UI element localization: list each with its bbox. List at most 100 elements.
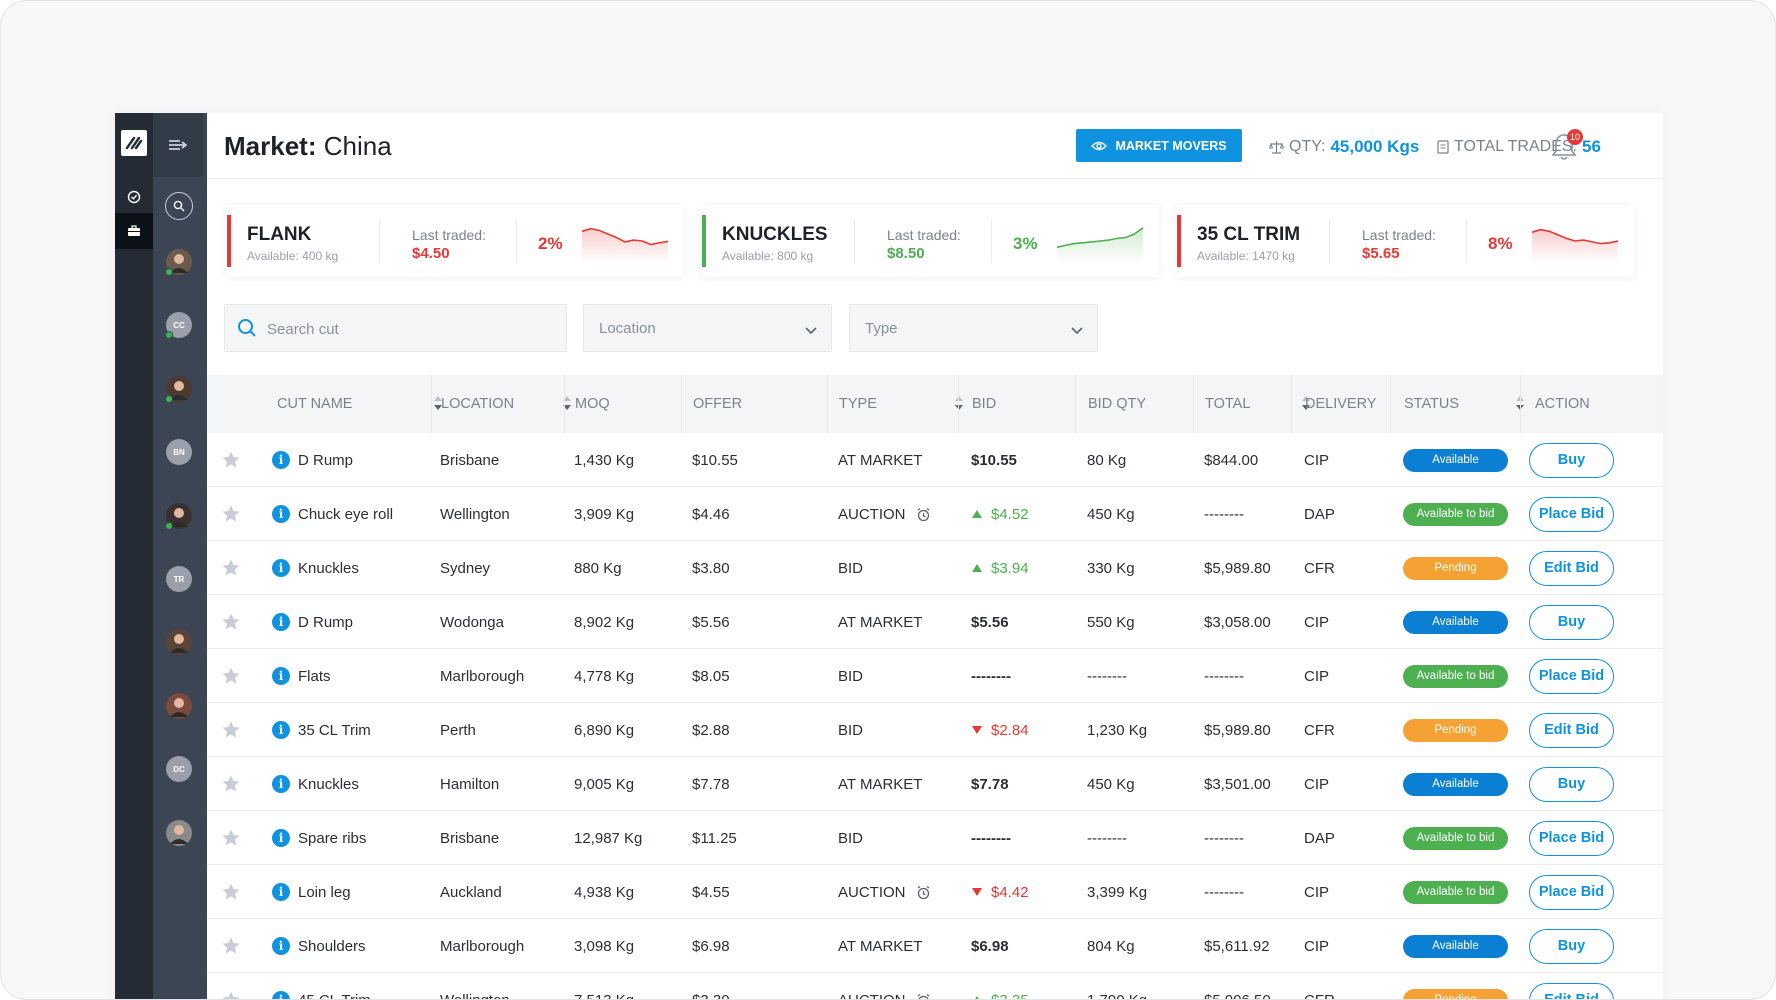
bid: $10.55 [971, 433, 1017, 487]
contact-avatar[interactable] [166, 629, 192, 655]
collapse-menu-icon[interactable] [153, 113, 203, 177]
briefcase-icon[interactable] [115, 213, 153, 249]
favorite-star-icon[interactable] [221, 811, 241, 865]
table-row[interactable]: i 35 CL Trim Perth 6,890 Kg $2.88 BID $2… [207, 703, 1663, 757]
table-row[interactable]: i D Rump Wodonga 8,902 Kg $5.56 AT MARKE… [207, 595, 1663, 649]
favorite-star-icon[interactable] [221, 703, 241, 757]
table-row[interactable]: i Chuck eye roll Wellington 3,909 Kg $4.… [207, 487, 1663, 541]
location-select[interactable]: Location [583, 304, 832, 352]
market-card[interactable]: KNUCKLES Available: 800 kg Last traded: … [702, 205, 1159, 277]
market-card[interactable]: 35 CL TRIM Available: 1470 kg Last trade… [1177, 205, 1634, 277]
column-header[interactable]: CUT NAME [207, 375, 352, 433]
row-action-button[interactable]: Edit Bid [1529, 550, 1614, 586]
row-action-button[interactable]: Buy [1529, 928, 1614, 964]
row-action-button[interactable]: Place Bid [1529, 496, 1614, 532]
logo-icon[interactable] [121, 130, 147, 156]
info-icon[interactable]: i [272, 919, 290, 973]
info-icon[interactable]: i [272, 595, 290, 649]
contact-avatar[interactable]: TR [166, 566, 192, 592]
type-label: AUCTION [838, 883, 906, 901]
row-action-button[interactable]: Place Bid [1529, 820, 1614, 856]
info-icon[interactable]: i [272, 649, 290, 703]
contact-avatar[interactable]: CC [165, 312, 192, 339]
favorite-star-icon[interactable] [221, 919, 241, 973]
contact-avatar[interactable] [166, 820, 192, 846]
search-contacts-icon[interactable] [165, 192, 193, 220]
location: Auckland [440, 883, 502, 901]
bid: $3.94 [971, 541, 1029, 595]
sort-icon[interactable] [433, 395, 443, 416]
favorite-star-icon[interactable] [221, 973, 241, 999]
sparkline-area [1057, 227, 1143, 263]
info-icon[interactable]: i [272, 811, 290, 865]
status-badge: Available to bid [1403, 502, 1508, 526]
moq: 880 Kg [574, 559, 622, 577]
bid-value: $10.55 [971, 451, 1017, 469]
sort-icon[interactable] [562, 395, 572, 416]
type-label: AUCTION [838, 991, 906, 1000]
moq: 4,938 Kg [574, 883, 635, 901]
info-icon[interactable]: i [272, 433, 290, 487]
offer: $5.56 [692, 613, 730, 631]
column-header[interactable]: TYPE [827, 375, 877, 433]
person-photo-icon [170, 254, 188, 273]
info-icon[interactable]: i [272, 973, 290, 999]
row-action-button[interactable]: Buy [1529, 766, 1614, 802]
notifications-bell-icon[interactable]: 10 [1549, 129, 1583, 163]
icon-rail [115, 113, 153, 999]
info-icon[interactable]: i [272, 865, 290, 919]
table-row[interactable]: i Knuckles Sydney 880 Kg $3.80 BID $3.94… [207, 541, 1663, 595]
row-action-button[interactable]: Buy [1529, 604, 1614, 640]
favorite-star-icon[interactable] [221, 433, 241, 487]
contact-avatar[interactable] [165, 376, 192, 403]
row-action-button[interactable]: Buy [1529, 442, 1614, 478]
info-icon[interactable]: i [272, 757, 290, 811]
market-card[interactable]: FLANK Available: 400 kg Last traded: $4.… [227, 205, 684, 277]
table-row[interactable]: i Shoulders Marlborough 3,098 Kg $6.98 A… [207, 919, 1663, 973]
table-row[interactable]: i Spare ribs Brisbane 12,987 Kg $11.25 B… [207, 811, 1663, 865]
divider [516, 219, 517, 263]
contact-avatar[interactable] [165, 249, 192, 276]
type: AT MARKET [838, 757, 922, 811]
contact-avatar[interactable]: BN [166, 439, 192, 465]
action-cell: Buy [1529, 919, 1614, 973]
row-action-button[interactable]: Edit Bid [1529, 982, 1614, 999]
row-action-button[interactable]: Edit Bid [1529, 712, 1614, 748]
table-row[interactable]: i Knuckles Hamilton 9,005 Kg $7.78 AT MA… [207, 757, 1663, 811]
column-header-label: STATUS [1404, 396, 1460, 412]
bid: -------- [971, 811, 1011, 865]
bid: $3.35 [971, 973, 1029, 999]
contacts-rail: CC BN TR DC [153, 113, 207, 999]
type-label: AT MARKET [838, 451, 923, 469]
table-row[interactable]: i D Rump Brisbane 1,430 Kg $10.55 AT MAR… [207, 433, 1663, 487]
table-row[interactable]: i Flats Marlborough 4,778 Kg $8.05 BID -… [207, 649, 1663, 703]
favorite-star-icon[interactable] [221, 757, 241, 811]
favorite-star-icon[interactable] [221, 649, 241, 703]
check-circle-icon[interactable] [115, 179, 153, 215]
search-cut-field[interactable] [224, 304, 567, 352]
action-cell: Edit Bid [1529, 541, 1614, 595]
sort-icon[interactable] [1301, 395, 1311, 416]
favorite-star-icon[interactable] [221, 865, 241, 919]
info-icon[interactable]: i [272, 487, 290, 541]
column-header[interactable]: TOTAL [1193, 375, 1250, 433]
favorite-star-icon[interactable] [221, 595, 241, 649]
info-icon[interactable]: i [272, 541, 290, 595]
favorite-star-icon[interactable] [221, 541, 241, 595]
table-row[interactable]: i 45 CL Trim Wellington 7,513 Kg $3.30 A… [207, 973, 1663, 1000]
contact-avatar[interactable] [166, 693, 192, 719]
contact-avatar[interactable] [165, 503, 192, 530]
type-select[interactable]: Type [849, 304, 1098, 352]
column-header[interactable]: STATUS [1390, 375, 1459, 433]
row-action-button[interactable]: Place Bid [1529, 658, 1614, 694]
column-header[interactable]: LOCATION [431, 375, 514, 433]
type: AT MARKET [838, 919, 922, 973]
row-action-button[interactable]: Place Bid [1529, 874, 1614, 910]
contact-avatar[interactable]: DC [166, 756, 192, 782]
table-row[interactable]: i Loin leg Auckland 4,938 Kg $4.55 AUCTI… [207, 865, 1663, 919]
market-movers-button[interactable]: MARKET MOVERS [1076, 129, 1242, 162]
favorite-star-icon[interactable] [221, 487, 241, 541]
search-cut-input[interactable] [267, 317, 547, 341]
info-icon[interactable]: i [272, 703, 290, 757]
column-header-label: ACTION [1535, 396, 1590, 412]
